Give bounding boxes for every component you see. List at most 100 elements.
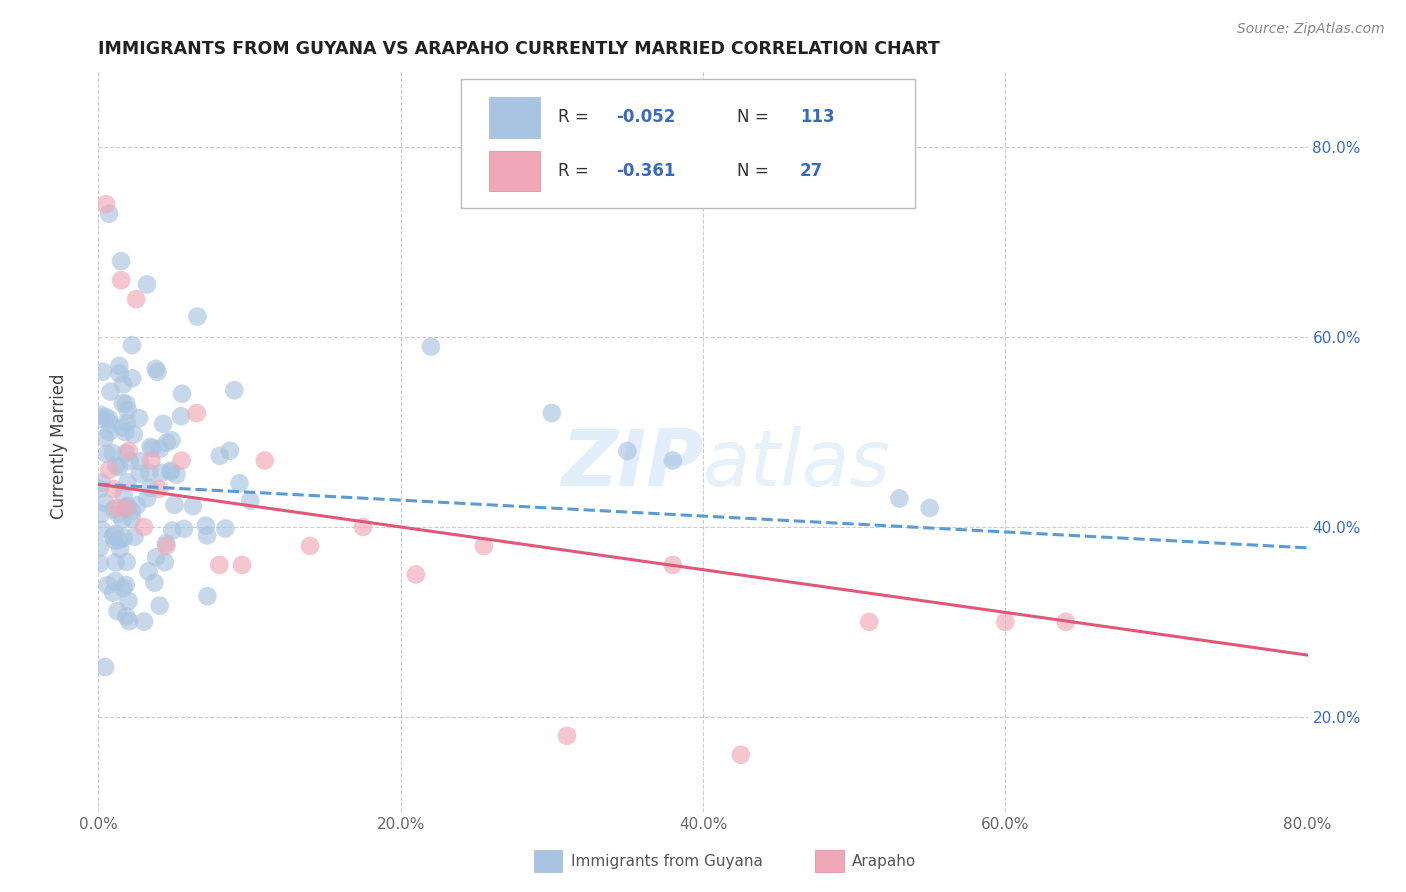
- Point: [96, 447, 118, 461]
- Point: [136, 491, 159, 506]
- Point: [181, 499, 204, 513]
- Point: [170, 409, 193, 424]
- Point: [194, 518, 217, 533]
- Point: [173, 522, 195, 536]
- Point: [111, 396, 134, 410]
- Point: [103, 482, 125, 496]
- Point: [918, 500, 941, 515]
- Point: [616, 444, 638, 458]
- Point: [472, 539, 495, 553]
- Point: [118, 454, 141, 468]
- Point: [115, 397, 138, 411]
- Point: [112, 531, 135, 545]
- Text: IMMIGRANTS FROM GUYANA VS ARAPAHO CURRENTLY MARRIED CORRELATION CHART: IMMIGRANTS FROM GUYANA VS ARAPAHO CURREN…: [98, 40, 941, 58]
- Point: [110, 273, 132, 287]
- Point: [994, 615, 1017, 629]
- Text: N =: N =: [737, 108, 773, 127]
- Point: [101, 529, 124, 543]
- Point: [104, 527, 127, 541]
- Point: [115, 555, 138, 569]
- Point: [138, 466, 160, 480]
- Point: [112, 377, 135, 392]
- Point: [145, 550, 167, 565]
- Point: [90, 522, 112, 536]
- Point: [139, 481, 162, 495]
- Point: [122, 427, 145, 442]
- Point: [104, 555, 127, 569]
- Point: [112, 581, 135, 595]
- Point: [150, 466, 173, 480]
- Point: [219, 443, 242, 458]
- Point: [239, 493, 262, 508]
- Point: [224, 383, 246, 397]
- Text: Arapaho: Arapaho: [852, 854, 917, 869]
- Point: [114, 500, 136, 515]
- Point: [128, 411, 150, 425]
- Point: [121, 504, 143, 518]
- Point: [90, 507, 112, 521]
- Point: [94, 431, 117, 445]
- Point: [108, 541, 131, 556]
- Point: [89, 411, 111, 425]
- Point: [352, 520, 374, 534]
- Point: [96, 578, 118, 592]
- Point: [94, 496, 117, 510]
- Point: [540, 406, 562, 420]
- Point: [107, 507, 129, 521]
- Point: [405, 567, 427, 582]
- Point: [139, 440, 162, 454]
- Point: [159, 465, 181, 479]
- Point: [231, 558, 253, 572]
- Point: [107, 604, 129, 618]
- Point: [420, 340, 443, 354]
- Text: Currently Married: Currently Married: [51, 373, 67, 519]
- Point: [108, 460, 131, 475]
- Point: [105, 458, 128, 473]
- Point: [555, 729, 578, 743]
- Point: [111, 513, 134, 527]
- Text: -0.052: -0.052: [616, 108, 675, 127]
- Bar: [489, 97, 540, 138]
- Point: [101, 446, 124, 460]
- Point: [121, 512, 143, 526]
- Point: [125, 499, 148, 513]
- Point: [138, 564, 160, 578]
- Point: [89, 557, 111, 571]
- Point: [195, 528, 218, 542]
- Point: [98, 425, 121, 439]
- Point: [661, 453, 683, 467]
- Point: [114, 446, 136, 460]
- Point: [155, 539, 177, 553]
- Point: [152, 417, 174, 431]
- Point: [146, 365, 169, 379]
- Point: [90, 475, 112, 490]
- Point: [186, 310, 208, 324]
- Point: [118, 444, 141, 458]
- Point: [89, 482, 111, 496]
- Point: [121, 371, 143, 385]
- Point: [730, 747, 752, 762]
- Point: [114, 578, 136, 592]
- Point: [170, 386, 193, 401]
- Point: [118, 614, 141, 628]
- Point: [100, 384, 122, 399]
- Point: [186, 406, 208, 420]
- Point: [129, 454, 152, 468]
- Point: [145, 361, 167, 376]
- Point: [115, 609, 138, 624]
- Point: [94, 409, 117, 424]
- Point: [155, 536, 177, 550]
- Point: [148, 482, 170, 496]
- Text: -0.361: -0.361: [616, 161, 675, 179]
- Point: [156, 435, 179, 450]
- Point: [141, 442, 163, 456]
- Point: [107, 533, 129, 548]
- Point: [117, 594, 139, 608]
- Point: [208, 558, 231, 572]
- Point: [124, 530, 146, 544]
- Point: [132, 615, 155, 629]
- Point: [101, 585, 124, 599]
- Point: [108, 359, 131, 373]
- Point: [104, 533, 127, 548]
- Point: [117, 475, 139, 490]
